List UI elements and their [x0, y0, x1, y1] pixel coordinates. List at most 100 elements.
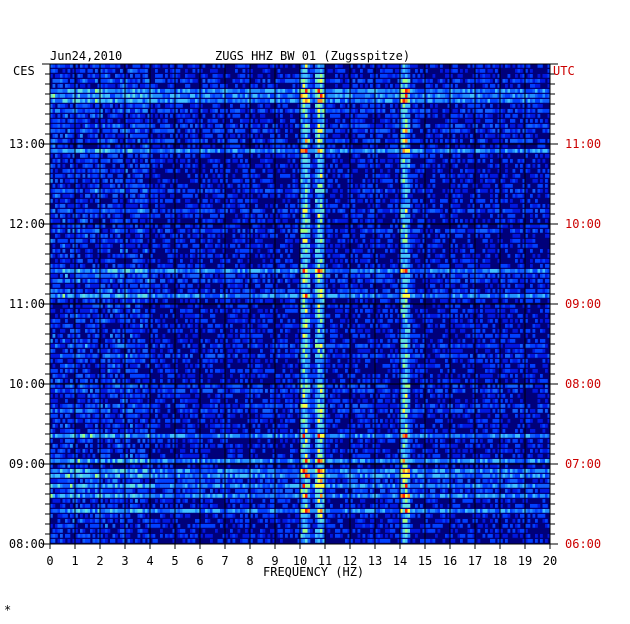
heatmap-cell: [512, 134, 516, 138]
heatmap-cell: [107, 214, 111, 218]
heatmap-cell: [492, 134, 496, 138]
heatmap-cell: [92, 174, 96, 178]
heatmap-cell: [442, 94, 446, 98]
heatmap-cell: [315, 219, 318, 223]
heatmap-cell: [272, 209, 276, 213]
heatmap-cell: [217, 74, 221, 78]
heatmap-cell: [407, 104, 411, 108]
heatmap-cell: [120, 179, 123, 183]
heatmap-cell: [212, 109, 216, 113]
heatmap-cell: [62, 239, 66, 243]
heatmap-cell: [277, 149, 281, 153]
heatmap-cell: [165, 154, 168, 158]
heatmap-cell: [492, 244, 496, 248]
heatmap-cell: [332, 134, 336, 138]
heatmap-cell: [97, 149, 101, 153]
heatmap-cell: [87, 169, 91, 173]
heatmap-cell: [472, 89, 476, 93]
heatmap-cell: [227, 169, 231, 173]
heatmap-cell: [437, 239, 441, 243]
heatmap-cell: [302, 224, 306, 228]
heatmap-cell: [50, 119, 53, 123]
heatmap-cell: [417, 204, 421, 208]
heatmap-cell: [117, 74, 121, 78]
heatmap-cell: [457, 204, 461, 208]
heatmap-cell: [425, 79, 428, 83]
heatmap-cell: [67, 224, 71, 228]
heatmap-cell: [492, 74, 496, 78]
heatmap-cell: [520, 64, 523, 68]
heatmap-cell: [87, 229, 91, 233]
heatmap-cell: [130, 109, 133, 113]
heatmap-cell: [80, 84, 83, 88]
heatmap-cell: [282, 199, 286, 203]
heatmap-cell: [307, 124, 311, 128]
heatmap-cell: [275, 84, 278, 88]
heatmap-cell: [157, 159, 161, 163]
heatmap-cell: [137, 174, 141, 178]
heatmap-cell: [402, 69, 406, 73]
heatmap-cell: [342, 129, 346, 133]
heatmap-cell: [360, 69, 363, 73]
heatmap-cell: [217, 199, 221, 203]
heatmap-cell: [545, 189, 548, 193]
heatmap-cell: [340, 169, 343, 173]
heatmap-cell: [212, 94, 216, 98]
heatmap-cell: [532, 239, 536, 243]
heatmap-cell: [507, 149, 511, 153]
heatmap-cell: [267, 169, 271, 173]
heatmap-cell: [395, 154, 398, 158]
heatmap-cell: [57, 74, 61, 78]
heatmap-cell: [137, 74, 141, 78]
heatmap-cell: [505, 184, 508, 188]
heatmap-cell: [462, 129, 466, 133]
heatmap-cell: [247, 244, 251, 248]
heatmap-cell: [177, 239, 181, 243]
heatmap-cell: [400, 224, 403, 228]
heatmap-cell: [302, 94, 306, 98]
heatmap-cell: [110, 184, 113, 188]
heatmap-cell: [422, 239, 426, 243]
heatmap-cell: [152, 64, 156, 68]
heatmap-cell: [420, 169, 423, 173]
heatmap-cell: [220, 169, 223, 173]
heatmap-cell: [397, 139, 401, 143]
heatmap-cell: [200, 119, 203, 123]
heatmap-cell: [80, 149, 83, 153]
heatmap-cell: [192, 154, 196, 158]
heatmap-cell: [402, 209, 406, 213]
heatmap-cell: [295, 144, 298, 148]
heatmap-cell: [227, 94, 231, 98]
heatmap-cell: [180, 79, 183, 83]
heatmap-cell: [120, 214, 123, 218]
heatmap-cell: [250, 219, 253, 223]
heatmap-cell: [270, 249, 273, 253]
heatmap-cell: [100, 154, 103, 158]
heatmap-cell: [112, 114, 116, 118]
heatmap-cell: [397, 79, 401, 83]
heatmap-cell: [180, 64, 183, 68]
heatmap-cell: [315, 209, 318, 213]
heatmap-cell: [530, 149, 533, 153]
heatmap-cell: [67, 169, 71, 173]
heatmap-cell: [310, 174, 313, 178]
heatmap-cell: [382, 64, 386, 68]
heatmap-cell: [267, 154, 271, 158]
heatmap-cell: [410, 164, 413, 168]
heatmap-cell: [277, 194, 281, 198]
heatmap-cell: [257, 224, 261, 228]
heatmap-cell: [537, 94, 541, 98]
heatmap-cell: [527, 129, 531, 133]
heatmap-cell: [430, 179, 433, 183]
heatmap-cell: [167, 209, 171, 213]
heatmap-cell: [267, 149, 271, 153]
heatmap-cell: [217, 129, 221, 133]
heatmap-cell: [105, 74, 108, 78]
heatmap-cell: [412, 74, 416, 78]
heatmap-cell: [165, 249, 168, 253]
heatmap-cell: [412, 104, 416, 108]
heatmap-cell: [220, 129, 223, 133]
heatmap-cell: [112, 99, 116, 103]
heatmap-cell: [70, 104, 73, 108]
heatmap-cell: [465, 99, 468, 103]
